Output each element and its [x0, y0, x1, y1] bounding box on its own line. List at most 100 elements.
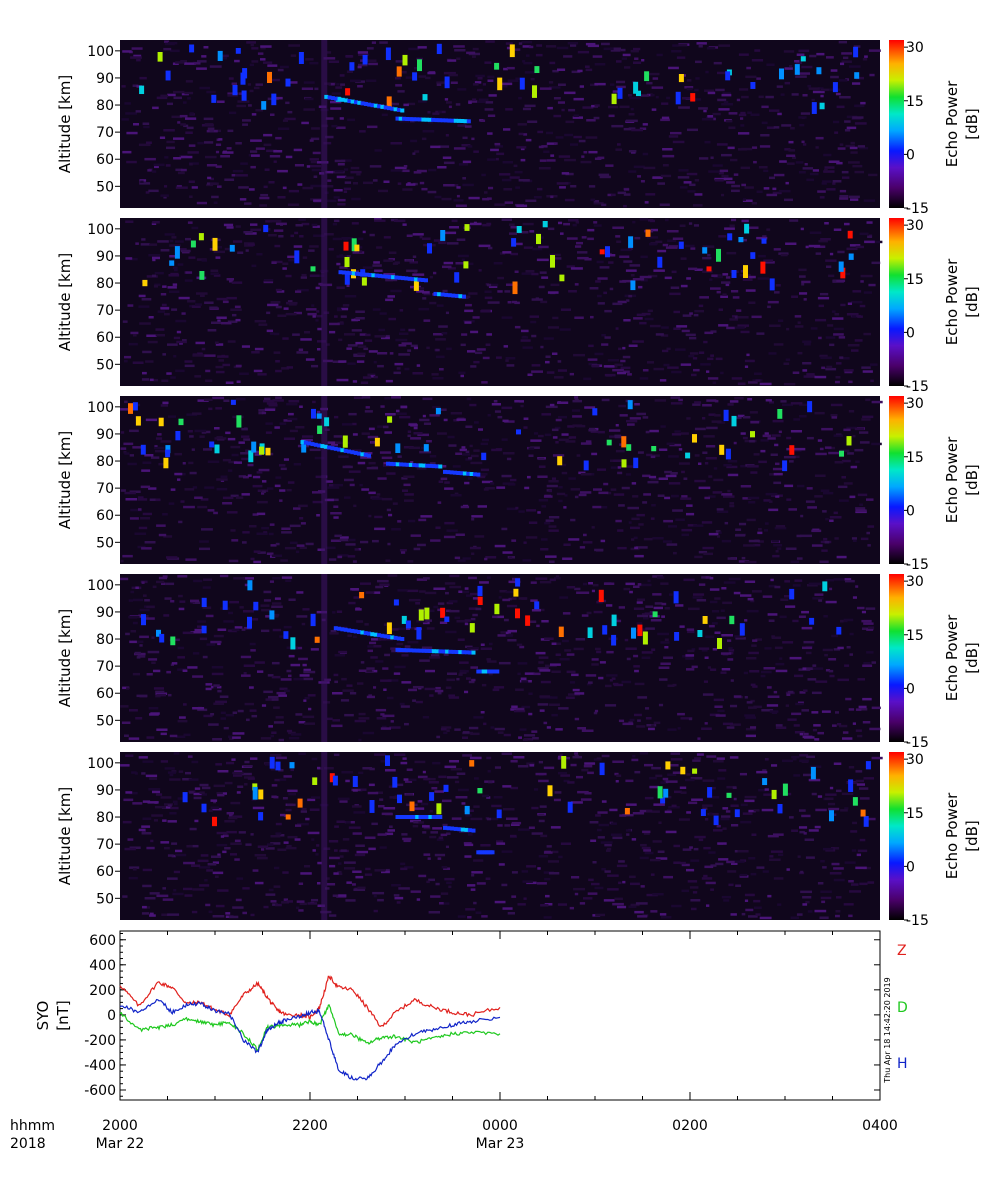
echo-point [789, 588, 795, 600]
echo-point [846, 436, 852, 446]
mag-y-label: SYO [34, 1001, 52, 1031]
echo-layer [333, 626, 405, 641]
echo-point [822, 581, 828, 592]
x-tick-label: 0000 [482, 1118, 518, 1134]
interference-stripe [321, 218, 328, 386]
echo-point [550, 255, 555, 268]
echo-point [427, 243, 432, 254]
echo-point [159, 633, 165, 643]
echo-point [436, 43, 442, 55]
echo-point [621, 459, 627, 468]
echo-point [494, 62, 500, 70]
y-tick-label: 100 [87, 222, 114, 238]
y-axis-label: Altitude [km] [56, 431, 74, 529]
echo-point [829, 810, 834, 822]
echo-point [440, 230, 446, 241]
echo-point [587, 627, 593, 638]
y-tick-label: 80 [96, 98, 114, 114]
x-tick-label: 0400 [862, 1118, 898, 1134]
colorbar-label: Echo Power [943, 792, 961, 879]
y-tick-label: 50 [96, 179, 114, 195]
echo-point [359, 592, 365, 599]
y-tick-label: 70 [96, 659, 114, 675]
interference-stripe [321, 396, 328, 564]
y-tick-label: 80 [96, 632, 114, 648]
legend-D: D [897, 1000, 908, 1016]
echo-point [198, 233, 204, 241]
echo-point [592, 408, 598, 416]
y-tick-label: 90 [96, 605, 114, 621]
echo-point [769, 278, 775, 291]
echo-point [497, 77, 503, 91]
echo-point [626, 444, 632, 451]
echo-point [385, 47, 391, 61]
y-tick-label: 50 [96, 357, 114, 373]
colorbar-gradient [889, 396, 904, 564]
plot-background [120, 574, 880, 742]
y-tick-label: 50 [96, 713, 114, 729]
echo-point [271, 93, 277, 106]
colorbar-tick-label: 15 [906, 94, 924, 110]
colorbar-label: Echo Power [943, 80, 961, 167]
echo-point [405, 620, 411, 629]
echo-point [352, 776, 358, 787]
echo-point [362, 54, 368, 65]
echo-point [637, 624, 643, 637]
echo-point [344, 272, 350, 285]
echo-point [201, 625, 207, 634]
echo-point [236, 415, 242, 428]
echo-point [258, 789, 264, 800]
echo-point [663, 788, 669, 798]
echo-point [685, 452, 691, 459]
echo-point [165, 70, 171, 81]
colorbar-tick-label: 15 [906, 806, 924, 822]
echo-point [611, 614, 617, 627]
mag-y-tick-label: -400 [84, 1058, 116, 1074]
echo-point [344, 257, 350, 268]
echo-point [848, 253, 854, 260]
echo-point [583, 460, 589, 471]
colorbar-tick-label: 0 [906, 147, 915, 163]
echo-point [559, 274, 565, 282]
echo-point [469, 760, 475, 767]
echo-point [511, 238, 517, 247]
echo-point [673, 591, 679, 604]
echo-point [386, 622, 392, 635]
echo-point [702, 247, 708, 254]
y-tick-label: 60 [96, 686, 114, 702]
mag-y-tick-label: -600 [84, 1083, 116, 1099]
echo-point [853, 46, 859, 58]
colorbar-unit: [dB] [963, 642, 981, 674]
echo-point [156, 629, 161, 637]
colorbar-tick-label: 0 [906, 325, 915, 341]
echo-point [542, 221, 548, 228]
echo-point [561, 756, 567, 769]
echo-point [263, 224, 269, 233]
echo-point [349, 62, 355, 71]
echo-layer [395, 815, 443, 819]
echo-point [189, 44, 195, 53]
echo-point [536, 233, 541, 245]
echo-point [128, 403, 133, 414]
echo-point [750, 431, 755, 438]
colorbar: 30 15 0 -15 Echo Power [dB] [889, 218, 981, 395]
echo-layer [476, 850, 495, 855]
echo-point [525, 615, 531, 626]
mag-plot-frame [119, 930, 881, 1101]
echo-point [611, 634, 617, 646]
colorbar: 30 15 0 -15 Echo Power [dB] [889, 574, 981, 751]
echo-point [810, 766, 816, 780]
echo-point [602, 625, 608, 635]
echo-point [534, 601, 540, 610]
echo-point [211, 94, 217, 103]
echo-point [854, 72, 860, 79]
echo-point [142, 279, 148, 287]
echo-point [630, 280, 636, 291]
echo-point [252, 786, 258, 800]
echo-point [135, 416, 141, 426]
echo-point [343, 241, 349, 251]
echo-point [209, 441, 215, 448]
y-tick-label: 50 [96, 891, 114, 907]
echo-point [567, 801, 573, 813]
